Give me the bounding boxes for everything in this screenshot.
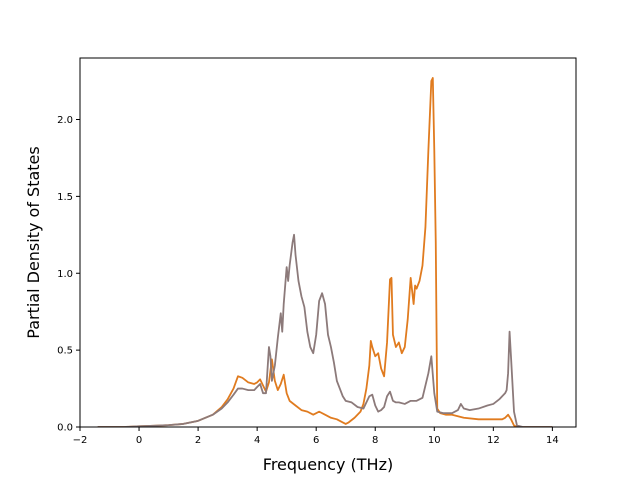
x-tick-label: 2 [195,435,201,446]
x-tick-label: 0 [136,435,142,446]
x-tick-label: 14 [546,435,559,446]
x-tick-label: 12 [487,435,500,446]
y-axis: 0.0 0.5 1.0 1.5 2.0 [57,115,80,434]
y-tick-label: 1.5 [57,192,73,203]
series-line-1 [97,233,553,427]
x-axis-label: Frequency (THz) [263,455,393,474]
series-layer [97,77,553,427]
x-tick-label: −2 [73,435,88,446]
x-tick-label: 8 [372,435,378,446]
series-line-0 [97,77,553,427]
y-tick-label: 2.0 [57,115,73,126]
y-tick-label: 0.5 [57,346,73,357]
x-tick-label: 10 [428,435,441,446]
x-tick-label: 4 [254,435,260,446]
y-tick-label: 1.0 [57,269,73,280]
x-tick-label: 6 [313,435,319,446]
y-axis-label: Partial Density of States [24,146,43,338]
x-axis: −2 0 2 4 6 8 10 12 14 [73,427,559,446]
axes-frame [79,57,577,428]
y-tick-label: 0.0 [57,423,73,434]
